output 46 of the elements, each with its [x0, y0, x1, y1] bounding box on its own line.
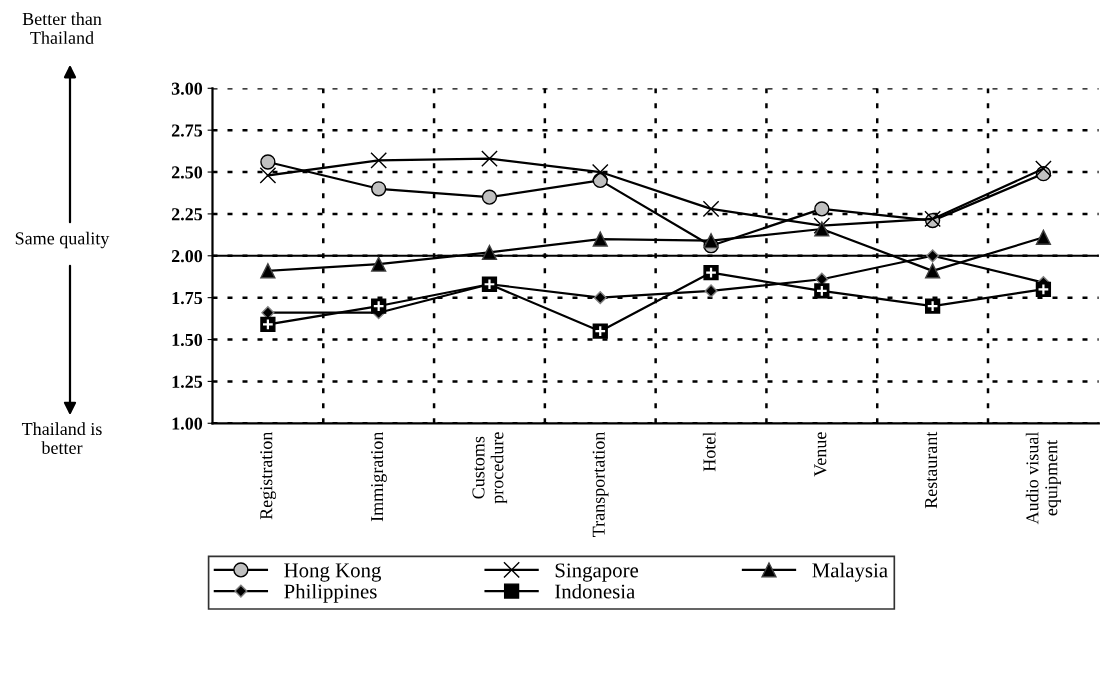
- y-tick-label: 1.25: [172, 375, 203, 388]
- point: [926, 249, 940, 263]
- x-tick-label: Transportation: [592, 431, 609, 537]
- y-tick-label: 1.00: [172, 417, 203, 430]
- legend-label: Singapore: [555, 563, 639, 582]
- point: [370, 151, 388, 169]
- y-tick-label: 2.50: [171, 166, 203, 179]
- point: [704, 284, 718, 298]
- legend-label: Malaysia: [812, 562, 888, 582]
- y-tick-label: 2.00: [171, 250, 203, 263]
- y-tick-label: 1.50: [172, 333, 203, 347]
- x-tick-label: Registration: [260, 431, 277, 520]
- point: [703, 233, 719, 249]
- point: [592, 231, 608, 247]
- point: [260, 263, 276, 279]
- point: [259, 167, 277, 184]
- point: [814, 221, 830, 237]
- point: [371, 181, 387, 197]
- text: Thailand is better: [21, 422, 102, 454]
- x-tick-label: Customs procedure: [472, 432, 508, 504]
- y-tick-label: 1.75: [172, 292, 203, 305]
- x-tick-label: Audio visual equipment: [1025, 431, 1062, 525]
- x-tick-label: Venue: [814, 432, 827, 477]
- point: [814, 201, 830, 217]
- text: Same quality: [15, 231, 110, 249]
- y-tick-label: 3.00: [171, 82, 203, 95]
- legend-label: Philippines: [284, 583, 377, 603]
- point: [260, 154, 276, 170]
- legend-label: Indonesia: [555, 583, 636, 599]
- point: [1035, 229, 1052, 245]
- legend-label: Hong Kong: [284, 563, 381, 582]
- y-tick-label: 2.25: [171, 208, 203, 221]
- x-tick-label: Restaurant: [925, 431, 938, 509]
- text: Better than Thailand: [22, 12, 102, 44]
- x-tick-label: Immigration: [371, 431, 387, 522]
- x-tick-label: Hotel: [702, 431, 716, 472]
- point: [481, 150, 498, 167]
- point: [702, 200, 720, 218]
- point: [481, 189, 498, 205]
- point: [593, 291, 607, 305]
- point: [371, 256, 387, 272]
- point: [1035, 160, 1052, 178]
- point: [591, 163, 609, 181]
- point: [481, 244, 498, 261]
- y-tick-label: 2.75: [171, 124, 203, 137]
- point: [924, 263, 941, 279]
